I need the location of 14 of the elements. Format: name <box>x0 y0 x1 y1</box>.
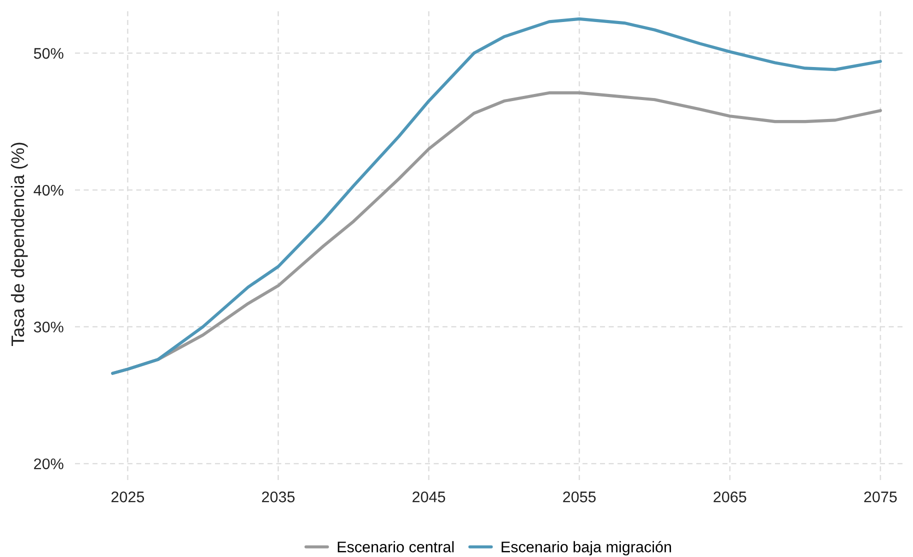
x-tick-label: 2065 <box>714 492 746 502</box>
legend-label: Escenario central <box>338 541 454 552</box>
x-tick-label: 2025 <box>111 492 144 502</box>
y-tick-label: 50% <box>34 48 64 59</box>
x-tick-label: 2035 <box>262 492 295 502</box>
legend-label: Escenario baja migración <box>502 540 671 556</box>
y-tick-label: 20% <box>34 458 64 470</box>
x-tick-label: 2075 <box>864 492 897 502</box>
y-axis-title: Tasa de dependencia (%) <box>10 142 28 346</box>
y-tick-label: 30% <box>34 322 64 332</box>
line-series <box>111 17 882 375</box>
x-tick-label: 2045 <box>412 492 446 502</box>
x-tick-label: 2055 <box>563 492 596 502</box>
y-tick-label: 40% <box>34 184 64 196</box>
